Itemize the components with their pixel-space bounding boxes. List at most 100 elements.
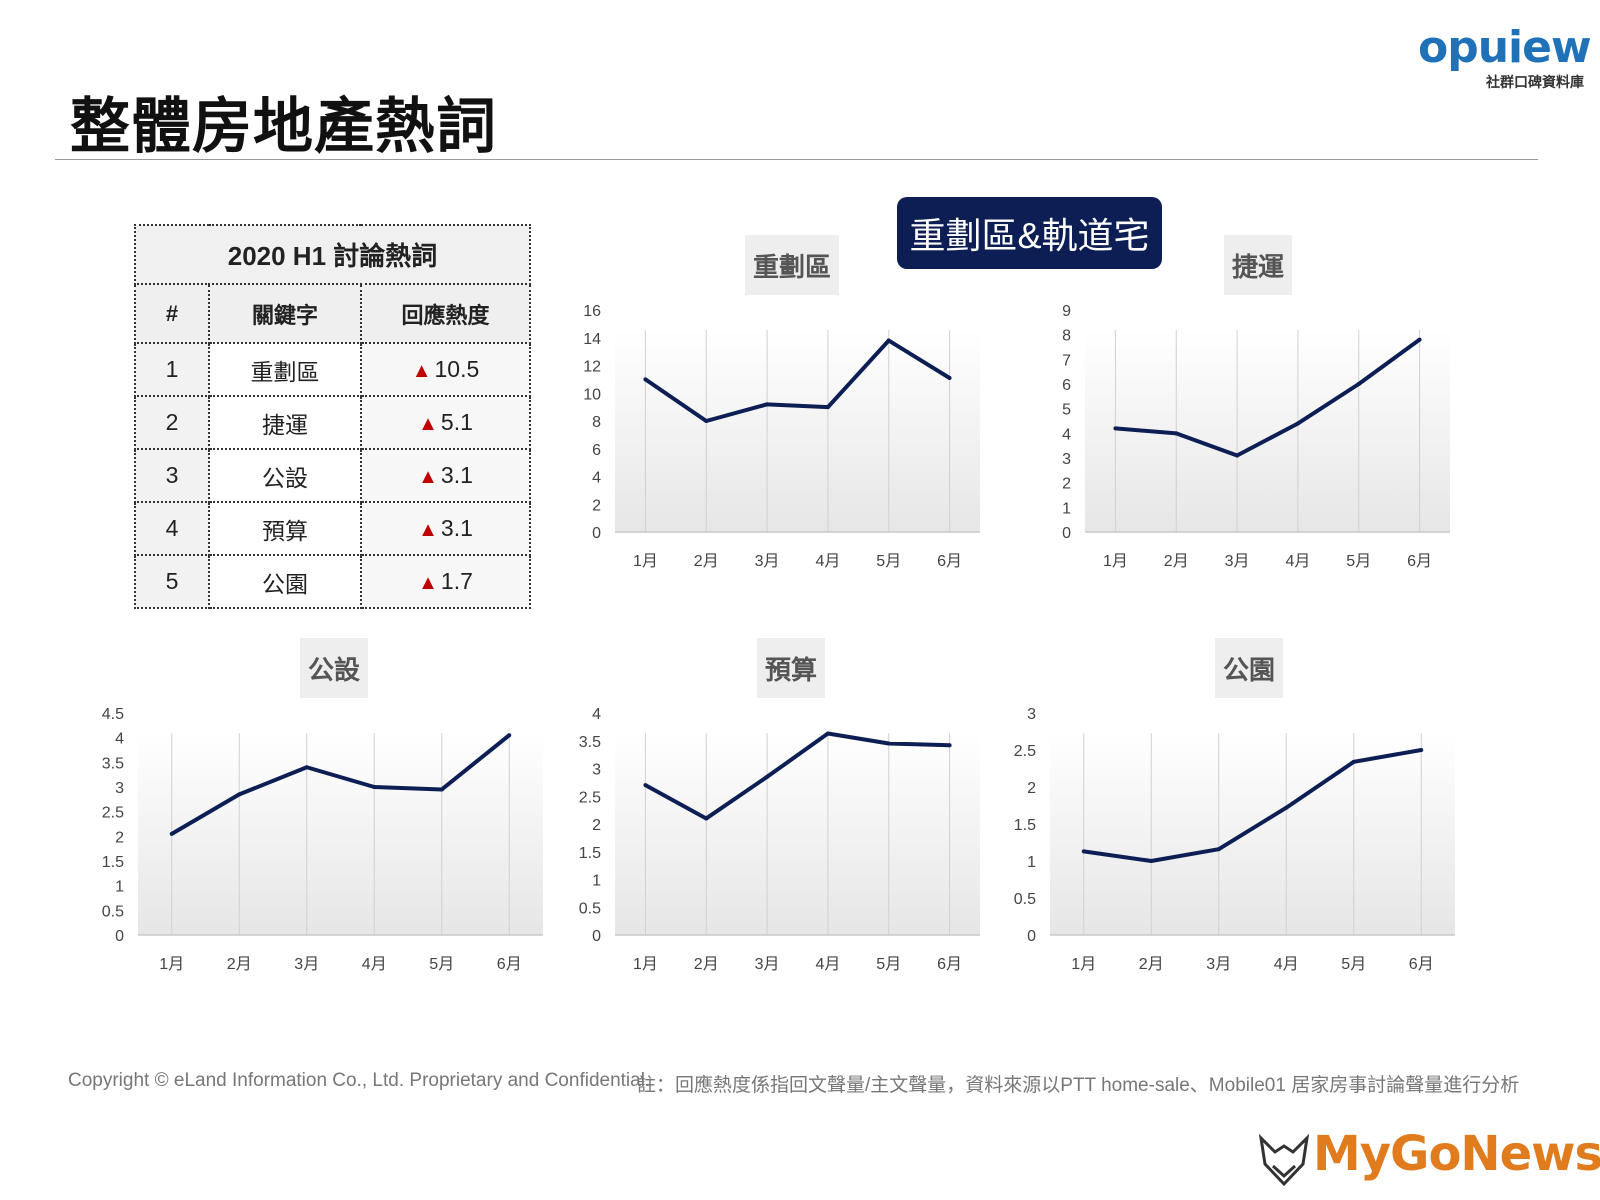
x-tick-label: 3月 [1206, 956, 1231, 973]
x-tick-label: 4月 [815, 956, 840, 973]
data-point [1216, 847, 1221, 852]
x-tick-label: 3月 [294, 956, 319, 973]
data-point [507, 733, 512, 738]
row-heat: ▲ 3.1 [360, 448, 531, 503]
y-tick-label: 4.5 [102, 706, 124, 723]
series-line [170, 733, 511, 836]
y-tick-label: 3.5 [102, 755, 124, 772]
data-point [886, 338, 891, 343]
y-tick-label: 2 [115, 829, 124, 846]
x-tick-label: 4月 [1274, 956, 1299, 973]
chart-title-yusuan: 預算 [757, 638, 826, 698]
methodology-note: 註：回應熱度係指回文聲量/主文聲量，資料來源以PTT home-sale、Mob… [637, 1075, 1520, 1096]
data-point [1417, 337, 1422, 342]
y-tick-label: 4 [115, 731, 124, 748]
y-tick-label: 1.5 [579, 845, 601, 862]
up-arrow-icon: ▲ [418, 466, 438, 488]
row-keyword: 公設 [208, 448, 362, 503]
x-tick-label: 2月 [694, 956, 719, 973]
x-tick-label: 1月 [633, 553, 658, 570]
y-tick-label: 1 [1062, 500, 1071, 517]
y-tick-label: 8 [592, 414, 601, 431]
y-tick-label: 0.5 [102, 903, 124, 920]
plot-area [615, 733, 980, 935]
y-tick-label: 2.5 [579, 789, 601, 806]
row-heat-value: 5.1 [440, 409, 473, 435]
chart-title-gongyuan: 公園 [1215, 638, 1284, 698]
y-tick-label: 6 [1062, 377, 1071, 394]
x-tick-label: 5月 [876, 956, 901, 973]
x-tick-label: 3月 [755, 956, 780, 973]
y-tick-label: 3 [592, 762, 601, 779]
data-point [169, 831, 174, 836]
chart-title-jieyun: 捷運 [1224, 235, 1293, 295]
data-point [237, 792, 242, 797]
fox-mark-icon [1258, 1133, 1310, 1187]
data-point [304, 765, 309, 770]
data-point [1149, 859, 1154, 863]
data-point [704, 816, 709, 821]
y-tick-label: 16 [583, 303, 601, 320]
data-point [947, 375, 952, 380]
table-row: 3 公設 ▲ 3.1 [134, 448, 531, 503]
title-divider [55, 159, 1538, 160]
row-heat-value: 10.5 [434, 356, 480, 382]
y-tick-label: 4 [592, 706, 601, 723]
row-heat: ▲ 1.7 [360, 554, 531, 609]
table-row: 2 捷運 ▲ 5.1 [134, 395, 531, 450]
data-point [825, 405, 830, 410]
data-point [704, 419, 709, 423]
data-point [1419, 748, 1424, 752]
row-rank: 5 [134, 554, 210, 609]
line-chart-jieyun: 0 1 2 3 4 5 6 7 8 9 1月 2月 3月 4月 5月 6月 [1062, 303, 1450, 570]
y-tick-label: 1 [1027, 854, 1036, 871]
data-point [1284, 805, 1289, 810]
brand-name: MyGoNews [1313, 1126, 1600, 1182]
y-tick-label: 2 [1027, 780, 1036, 797]
header-rank: # [134, 283, 210, 344]
data-point [765, 402, 770, 407]
y-tick-label: 2 [592, 817, 601, 834]
up-arrow-icon: ▲ [418, 413, 438, 435]
y-tick-label: 14 [583, 331, 601, 348]
row-keyword: 公園 [208, 554, 362, 609]
x-tick-label: 5月 [1346, 553, 1371, 570]
topic-badge: 重劃區&軌道宅 [897, 197, 1162, 269]
chart-title-gongshe: 公設 [300, 638, 369, 698]
data-point [1295, 421, 1300, 426]
opview-logo: opuiew 社群口碑資料庫 [1418, 22, 1592, 92]
row-heat-value: 1.7 [440, 568, 473, 594]
y-tick-label: 3.5 [579, 734, 601, 751]
header-keyword: 關鍵字 [208, 283, 362, 344]
x-tick-label: 6月 [1409, 956, 1434, 973]
data-point [825, 731, 830, 736]
data-point [1081, 849, 1086, 854]
logo-wordmark: opuiew [1418, 22, 1592, 73]
x-tick-label: 1月 [1071, 956, 1096, 973]
y-tick-label: 2 [1062, 476, 1071, 493]
row-keyword: 預算 [208, 501, 362, 556]
x-tick-label: 1月 [1103, 553, 1128, 570]
row-heat: ▲ 3.1 [360, 501, 531, 556]
up-arrow-icon: ▲ [418, 572, 438, 594]
x-tick-label: 4月 [815, 553, 840, 570]
y-tick-label: 3 [1062, 451, 1071, 468]
header-heat: 回應熱度 [360, 283, 531, 344]
y-tick-label: 1.5 [102, 854, 124, 871]
row-rank: 2 [134, 395, 210, 450]
row-rank: 4 [134, 501, 210, 556]
y-tick-label: 8 [1062, 328, 1071, 345]
data-point [765, 774, 770, 779]
line-chart-yusuan: 0 0.5 1 1.5 2 2.5 3 3.5 4 1月 2月 3月 4月 5月 6月 [579, 706, 980, 973]
y-tick-label: 9 [1062, 303, 1071, 320]
x-tick-label: 3月 [1225, 553, 1250, 570]
x-tick-label: 5月 [876, 553, 901, 570]
y-tick-label: 3 [1027, 706, 1036, 723]
x-tick-label: 2月 [694, 553, 719, 570]
x-tick-label: 1月 [633, 956, 658, 973]
data-point [439, 787, 444, 792]
x-tick-label: 4月 [1285, 553, 1310, 570]
table-row: 5 公園 ▲ 1.7 [134, 554, 531, 609]
up-arrow-icon: ▲ [418, 519, 438, 541]
plot-area [138, 733, 543, 935]
